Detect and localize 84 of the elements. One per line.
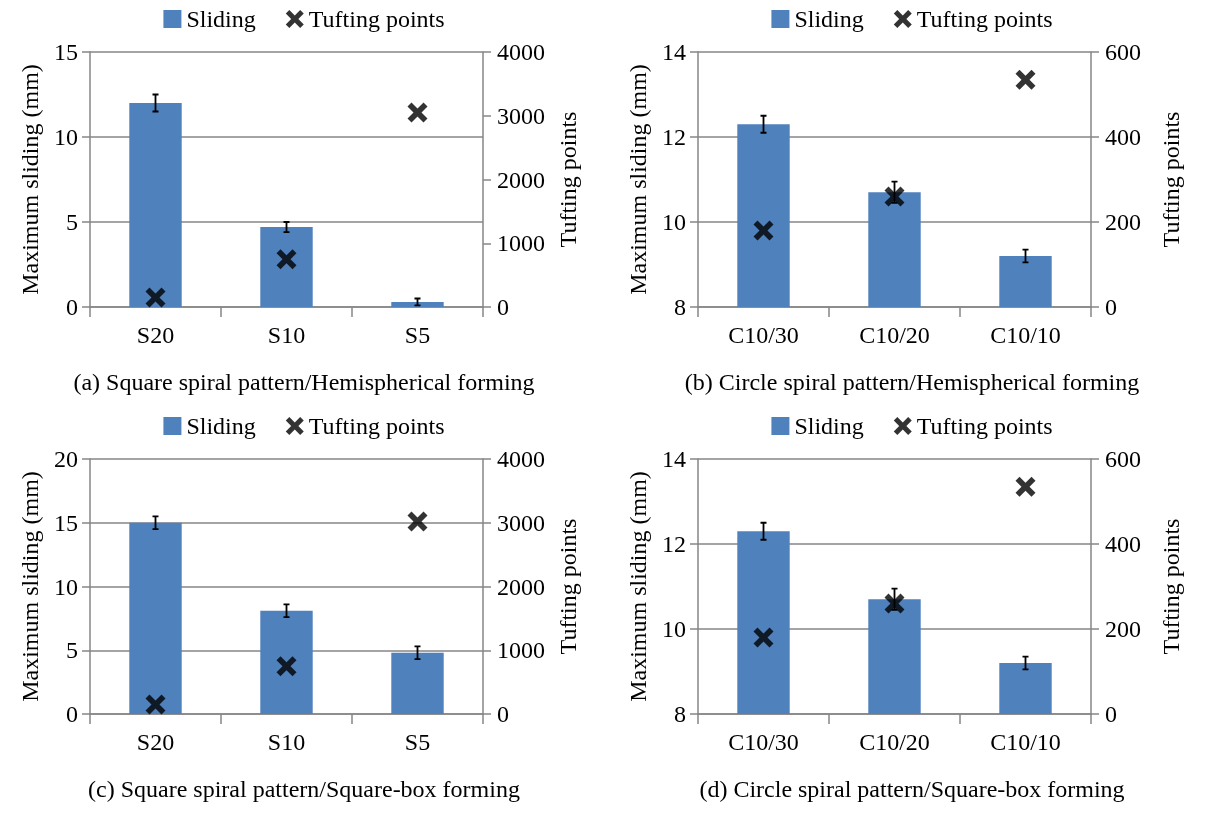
y-tick-label: 5: [66, 637, 78, 664]
text: (d) Circle spiral pattern/Square-box forming: [699, 776, 1125, 802]
point: [753, 220, 774, 241]
y-tick-label: 5: [66, 209, 78, 235]
y-tick-label: 12: [662, 531, 686, 557]
bar: [260, 227, 313, 307]
x-tick-label: C10/10: [990, 322, 1061, 348]
bar: [129, 103, 182, 307]
y2-axis-title: Tufting points: [554, 111, 581, 248]
y2-axis-title: Tufting points: [554, 518, 581, 655]
y2-tick-label: 4000: [497, 446, 545, 472]
y2-tick-label: 400: [1105, 124, 1141, 150]
y-tick-label: 8: [674, 701, 686, 727]
y2-tick-label: 1000: [497, 230, 545, 257]
point: [753, 627, 774, 648]
y2-tick-label: 0: [497, 294, 509, 320]
legend-label: Tufting points: [916, 6, 1053, 32]
bar: [129, 522, 182, 714]
y-axis-title: Maximum sliding (mm): [17, 471, 43, 702]
y2-tick-label: 0: [1105, 294, 1117, 320]
x-tick-label: C10/30: [728, 322, 799, 348]
y-tick-label: 12: [662, 124, 686, 150]
y2-tick-label: 0: [497, 701, 509, 727]
y-tick-label: 10: [662, 616, 686, 642]
text: (b) Circle spiral pattern/Hemispherical forming: [684, 369, 1140, 395]
point: [884, 593, 905, 614]
legend-label: Tufting points: [308, 6, 445, 32]
y-tick-label: 15: [54, 39, 78, 65]
y2-tick-label: 4000: [497, 39, 545, 65]
point: [407, 102, 428, 123]
point: [276, 656, 297, 677]
point: [145, 694, 166, 715]
legend-label: Sliding: [186, 6, 256, 32]
legend-label: Sliding: [794, 413, 864, 439]
point: [407, 511, 428, 532]
y2-tick-label: 400: [1105, 531, 1141, 557]
x-tick-label: S20: [136, 729, 175, 755]
x-tick-label: S5: [404, 729, 431, 755]
y-axis-title: Maximum sliding (mm): [625, 471, 651, 702]
y2-tick-label: 2000: [497, 166, 545, 193]
point: [884, 186, 905, 207]
x-tick-label: C10/10: [990, 729, 1061, 755]
x-tick-label: S5: [404, 322, 431, 348]
point: [1015, 69, 1036, 90]
x-tick-label: S20: [136, 322, 175, 348]
x-tick-label: S10: [267, 729, 306, 755]
y-axis-title: Maximum sliding (mm): [625, 64, 651, 295]
y2-tick-label: 1000: [497, 637, 545, 664]
legend-label: Tufting points: [916, 413, 1053, 439]
legend-label: Sliding: [794, 6, 864, 32]
x-tick-label: S10: [267, 322, 306, 348]
y-tick-label: 20: [54, 446, 78, 472]
y2-tick-label: 600: [1105, 446, 1141, 472]
y-tick-label: 8: [674, 294, 686, 320]
y-tick-label: 10: [662, 209, 686, 235]
y-tick-label: 0: [66, 294, 78, 320]
text: (c) Square spiral pattern/Square-box forming: [88, 776, 520, 802]
text: (a) Square spiral pattern/Hemispherical forming: [73, 369, 535, 395]
y-tick-label: 10: [54, 573, 78, 600]
y-tick-label: 14: [662, 446, 686, 472]
y2-axis-title: Tufting points: [1158, 111, 1184, 248]
point: [145, 287, 166, 308]
x-tick-label: C10/20: [859, 322, 930, 348]
bar: [391, 301, 444, 307]
y-tick-label: 14: [662, 39, 686, 65]
y2-axis-title: Tufting points: [1158, 518, 1184, 655]
y2-tick-label: 2000: [497, 573, 545, 600]
y2-tick-label: 3000: [497, 509, 545, 536]
y-tick-label: 10: [54, 124, 78, 150]
y2-tick-label: 3000: [497, 102, 545, 129]
y-tick-label: 15: [54, 509, 78, 536]
legend-label: Tufting points: [308, 413, 445, 439]
y2-tick-label: 200: [1105, 616, 1141, 642]
y-axis-title: Maximum sliding (mm): [17, 64, 43, 295]
y2-tick-label: 200: [1105, 209, 1141, 235]
y2-tick-label: 0: [1105, 701, 1117, 727]
x-tick-label: C10/20: [859, 729, 930, 755]
bar: [260, 610, 313, 714]
point: [1015, 476, 1036, 497]
legend-label: Sliding: [186, 413, 256, 439]
y2-tick-label: 600: [1105, 39, 1141, 65]
x-tick-label: C10/30: [728, 729, 799, 755]
bar: [391, 652, 444, 714]
y-tick-label: 0: [66, 701, 78, 727]
